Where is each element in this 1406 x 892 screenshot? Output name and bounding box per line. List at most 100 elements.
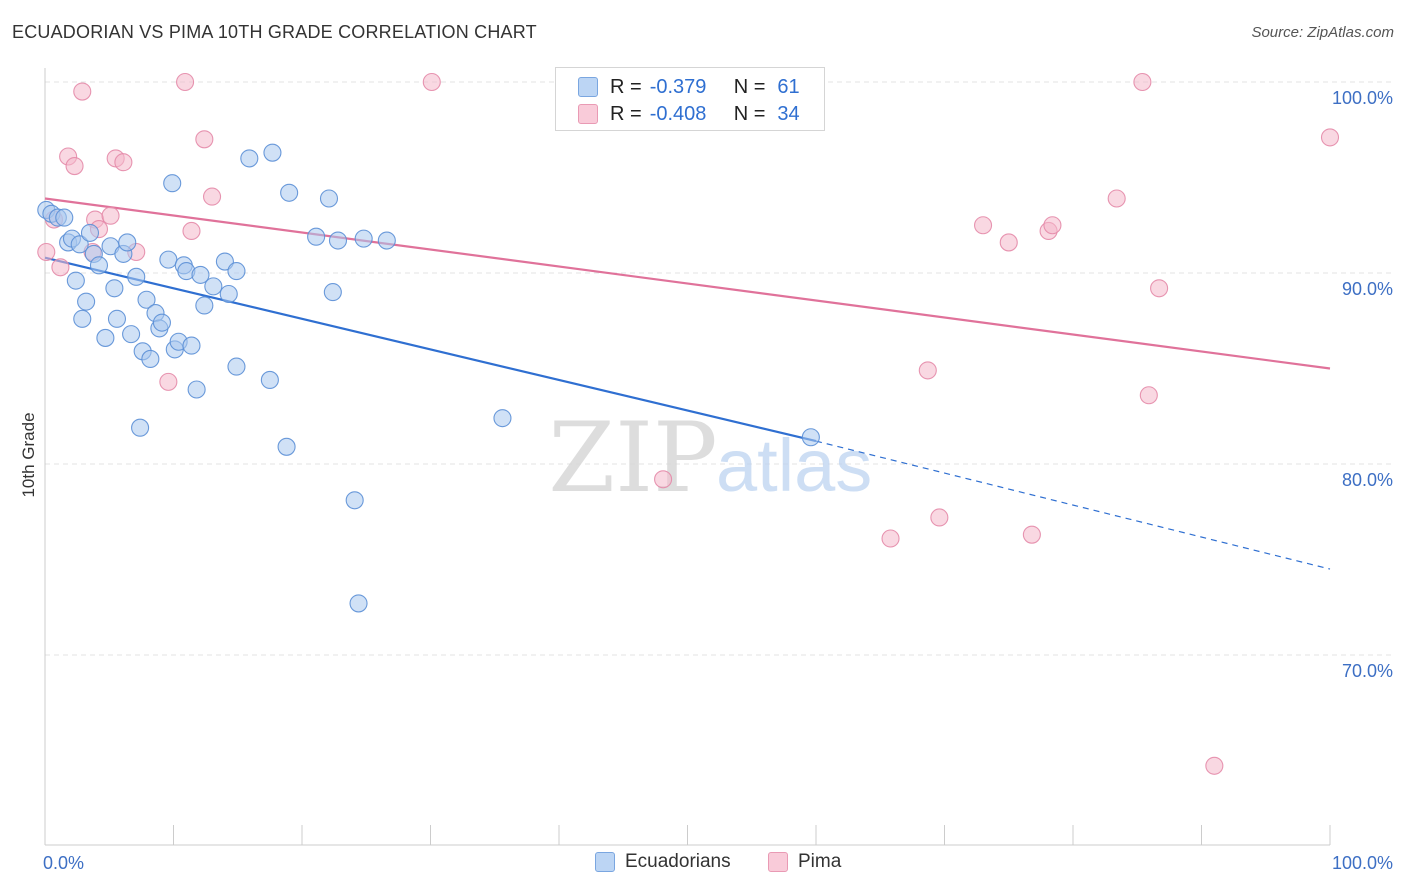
ecuadorian-point bbox=[195, 296, 214, 315]
ecuadorian-point bbox=[187, 380, 206, 399]
ecuadorian-point bbox=[227, 357, 246, 376]
legend-swatch-blue bbox=[595, 852, 615, 872]
pima-point bbox=[65, 156, 84, 176]
pima-point bbox=[1022, 525, 1041, 544]
ecuadorian-point bbox=[80, 223, 100, 242]
legend-n-value: 34 bbox=[777, 102, 800, 125]
ecuadorian-point bbox=[260, 370, 279, 390]
ecuadorian-point bbox=[127, 267, 146, 286]
axes bbox=[44, 68, 1331, 846]
ecuadorian-point bbox=[152, 313, 171, 332]
y-axis-label: 10th Grade bbox=[19, 412, 38, 497]
pima-point bbox=[203, 187, 222, 206]
y-tick-label: 70.0% bbox=[1342, 661, 1393, 681]
ecuadorian-point bbox=[801, 428, 820, 447]
ecuadorian-trend-line bbox=[44, 256, 817, 443]
ecuadorian-point bbox=[122, 325, 141, 344]
legend-swatch-pink bbox=[578, 104, 598, 124]
chart-title: ECUADORIAN VS PIMA 10TH GRADE CORRELATIO… bbox=[12, 22, 537, 42]
legend-label-pima: Pima bbox=[798, 851, 842, 872]
legend-item-ecuadorians[interactable]: Ecuadorians bbox=[595, 851, 731, 873]
pima-point bbox=[973, 216, 993, 235]
ecuadorian-point bbox=[66, 271, 85, 290]
legend-item-pima[interactable]: Pima bbox=[768, 851, 841, 873]
ecuadorian-point bbox=[349, 594, 368, 613]
pima-point bbox=[114, 153, 133, 172]
ecuadorian-point bbox=[159, 250, 178, 269]
ecuadorian-point bbox=[240, 149, 259, 168]
data-points bbox=[37, 72, 1340, 775]
ecuadorian-point bbox=[345, 491, 364, 510]
ecuadorian-point bbox=[118, 233, 137, 252]
pima-point bbox=[37, 242, 56, 262]
ecuadorian-point bbox=[323, 283, 342, 302]
tick-labels: 70.0% 80.0% 90.0% 100.0% 0.0% 100.0% bbox=[43, 88, 1393, 873]
legend-label-ecuadorians: Ecuadorians bbox=[625, 851, 731, 872]
watermark: ZIP atlas bbox=[548, 402, 872, 514]
pima-point bbox=[1133, 72, 1152, 92]
series-legend: Ecuadorians Pima bbox=[0, 851, 1406, 877]
trend-lines bbox=[44, 197, 1331, 570]
ecuadorian-point bbox=[105, 279, 124, 298]
pima-point bbox=[176, 72, 195, 92]
ecuadorian-point bbox=[107, 309, 127, 328]
gridlines bbox=[45, 81, 1393, 656]
legend-n-label: N = bbox=[733, 102, 766, 125]
pima-trend-line bbox=[44, 197, 1331, 370]
pima-point bbox=[1139, 386, 1158, 405]
legend-row-pima: R = -0.408 N = 34 bbox=[578, 102, 800, 126]
legend-n-label: N = bbox=[733, 75, 766, 98]
pima-point bbox=[1205, 756, 1224, 775]
ecuadorian-point bbox=[163, 174, 182, 193]
pima-point bbox=[73, 82, 92, 101]
pima-point bbox=[918, 361, 937, 380]
y-tick-label: 100.0% bbox=[1332, 88, 1393, 108]
pima-point bbox=[1320, 128, 1340, 147]
watermark-zip: ZIP bbox=[548, 402, 717, 514]
ecuadorian-point bbox=[219, 284, 238, 304]
y-tick-label: 80.0% bbox=[1342, 470, 1393, 490]
legend-swatch-pink bbox=[768, 852, 788, 872]
chart-source: Source: ZipAtlas.com bbox=[1251, 24, 1394, 41]
pima-point bbox=[654, 470, 673, 489]
ecuadorian-point bbox=[89, 256, 109, 275]
legend-row-ecuadorians: R = -0.379 N = 61 bbox=[578, 75, 800, 99]
ecuadorian-point bbox=[131, 418, 150, 437]
pima-point bbox=[930, 508, 949, 527]
watermark-atlas: atlas bbox=[716, 424, 872, 507]
ecuadorian-trend-extension bbox=[815, 440, 1331, 570]
pima-point bbox=[422, 72, 441, 92]
pima-point bbox=[1043, 216, 1062, 235]
ecuadorian-point bbox=[328, 231, 348, 250]
legend-r-label: R = bbox=[610, 75, 642, 98]
ecuadorian-point bbox=[263, 143, 282, 162]
ecuadorian-point bbox=[493, 409, 512, 428]
ecuadorian-point bbox=[182, 336, 201, 355]
legend-n-value: 61 bbox=[777, 75, 800, 98]
pima-point bbox=[101, 206, 120, 225]
ecuadorian-point bbox=[77, 292, 96, 311]
pima-point bbox=[51, 258, 70, 277]
ecuadorian-point bbox=[137, 290, 156, 309]
ecuadorian-point bbox=[307, 227, 326, 246]
x-tick-label: 100.0% bbox=[1332, 853, 1393, 873]
legend-r-label: R = bbox=[610, 102, 642, 125]
ecuadorian-point bbox=[204, 277, 223, 296]
legend-swatch-blue bbox=[578, 77, 598, 97]
ecuadorian-point bbox=[277, 437, 296, 456]
y-tick-label: 90.0% bbox=[1342, 279, 1393, 299]
pima-point bbox=[195, 130, 214, 149]
legend-r-value: -0.379 bbox=[649, 75, 707, 98]
ecuadorian-point bbox=[319, 189, 339, 208]
ecuadorian-point bbox=[70, 235, 89, 254]
ecuadorian-point bbox=[227, 262, 246, 281]
pima-point bbox=[1150, 279, 1169, 298]
pima-point bbox=[881, 529, 900, 548]
pima-point bbox=[159, 372, 178, 391]
ecuadorian-point bbox=[191, 265, 210, 284]
ecuadorian-point bbox=[96, 328, 115, 347]
ecuadorian-point bbox=[377, 231, 396, 250]
ecuadorian-point bbox=[55, 208, 74, 227]
ecuadorian-point bbox=[141, 349, 160, 369]
